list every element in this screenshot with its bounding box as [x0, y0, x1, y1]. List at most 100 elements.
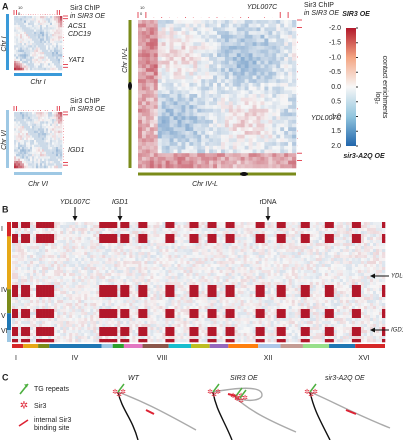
- heatmap-cell: [20, 137, 23, 141]
- heatmap-cell: [24, 40, 27, 44]
- heatmap-cell: [147, 306, 151, 310]
- heatmap-cell: [78, 330, 82, 334]
- heatmap-cell: [66, 243, 70, 247]
- heatmap-cell: [42, 246, 46, 250]
- heatmap-cell: [56, 65, 59, 69]
- heatmap-cell: [244, 164, 249, 169]
- heatmap-cell: [27, 321, 31, 325]
- heatmap-cell: [220, 86, 226, 91]
- heatmap-cell: [177, 105, 182, 110]
- heatmap-cell: [165, 270, 169, 274]
- heatmap-cell: [48, 49, 51, 53]
- heatmap-cell: [38, 31, 41, 35]
- heatmap-cell: [105, 264, 109, 268]
- heatmap-cell: [185, 112, 190, 117]
- heatmap-cell: [123, 240, 127, 244]
- heatmap-cell: [232, 42, 238, 47]
- heatmap-cell: [111, 252, 115, 256]
- heatmap-cell: [201, 20, 206, 24]
- heatmap-cell: [12, 294, 16, 298]
- heatmap-cell: [217, 153, 222, 158]
- heatmap-cell: [173, 71, 178, 76]
- heatmap-cell: [138, 149, 143, 154]
- heatmap-cell: [56, 58, 59, 62]
- heatmap-cell: [244, 160, 249, 165]
- heatmap-cell: [145, 79, 151, 84]
- heatmap-cell: [21, 327, 25, 331]
- heatmap-cell: [244, 116, 249, 121]
- heatmap-cell: [264, 90, 269, 95]
- heatmap-cell: [181, 20, 186, 24]
- heatmap-cell: [54, 282, 58, 286]
- heatmap-cell: [12, 315, 16, 319]
- heatmap-cell: [147, 225, 151, 229]
- heatmap-cell: [156, 294, 160, 298]
- heatmap-cell: [177, 60, 182, 65]
- heatmap-cell: [153, 156, 159, 161]
- heatmap-cell: [159, 237, 163, 241]
- heatmap-cell: [165, 134, 170, 139]
- heatmap-cell: [102, 243, 106, 247]
- heatmap-cell: [197, 31, 202, 36]
- heatmap-cell: [50, 137, 53, 141]
- heatmap-cell: [12, 300, 16, 304]
- heatmap-cell: [50, 25, 53, 28]
- heatmap-cell: [240, 119, 245, 124]
- heatmap-cell: [217, 134, 222, 139]
- heatmap-cell: [78, 231, 82, 235]
- heatmap-cell: [12, 231, 16, 235]
- heatmap-cell: [193, 45, 198, 50]
- heatmap-cell: [135, 240, 139, 244]
- heatmap-cell: [280, 86, 285, 91]
- heatmap-cell: [228, 145, 234, 150]
- heatmap-cell: [108, 240, 112, 244]
- heatmap-cell: [52, 65, 55, 69]
- heatmap-cell: [220, 134, 226, 139]
- heatmap-cell: [24, 34, 27, 37]
- heatmap-cell: [39, 339, 43, 343]
- heatmap-cell: [32, 149, 35, 152]
- heatmap-cell: [120, 249, 124, 253]
- heatmap-cell: [224, 145, 230, 150]
- heatmap-cell: [276, 60, 281, 65]
- heatmap-cell: [197, 119, 202, 124]
- heatmap-cell: [193, 68, 198, 73]
- heatmap-cell: [54, 249, 58, 253]
- heatmap-cell: [44, 16, 47, 19]
- heatmap-cell: [56, 114, 59, 117]
- heatmap-cell: [44, 20, 47, 24]
- heatmap-cell: [39, 228, 43, 232]
- heatmap-cell: [48, 22, 51, 26]
- heatmap-cell: [236, 160, 241, 165]
- heatmap-cell: [168, 336, 172, 340]
- heatmap-cell: [46, 67, 49, 71]
- heatmap-cell: [18, 156, 21, 159]
- heatmap-cell: [165, 49, 170, 54]
- heatmap-cell: [193, 94, 198, 98]
- heatmap-cell: [150, 315, 154, 319]
- heatmap-cell: [268, 38, 273, 43]
- heatmap-cell: [58, 52, 61, 55]
- heatmap-cell: [81, 297, 85, 301]
- heatmap-cell: [220, 142, 226, 147]
- heatmap-cell: [141, 112, 147, 117]
- heatmap-cell: [193, 60, 198, 65]
- heatmap-cell: [165, 79, 170, 84]
- heatmap-cell: [126, 306, 130, 310]
- heatmap-cell: [84, 285, 88, 289]
- heatmap-cell: [205, 127, 210, 132]
- heatmap-cell: [123, 225, 127, 229]
- heatmap-cell: [58, 34, 61, 37]
- heatmap-cell: [147, 231, 151, 235]
- heatmap-cell: [84, 300, 88, 304]
- heatmap-cell: [111, 270, 115, 274]
- heatmap-cell: [18, 158, 21, 162]
- heatmap-cell: [30, 114, 33, 117]
- heatmap-cell: [169, 38, 174, 43]
- heatmap-cell: [22, 45, 25, 48]
- heatmap-cell: [220, 156, 226, 161]
- heatmap-cell: [276, 68, 281, 73]
- heatmap-cell: [84, 267, 88, 271]
- heatmap-cell: [252, 34, 257, 39]
- heatmap-cell: [149, 134, 155, 139]
